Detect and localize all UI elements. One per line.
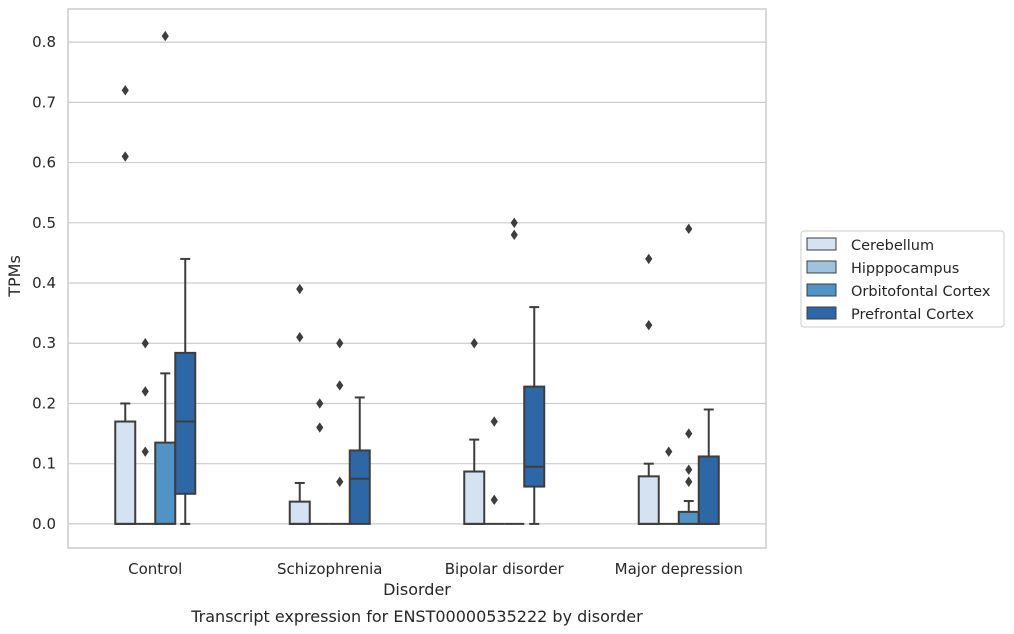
x-tick-label: Control xyxy=(128,560,182,578)
chart-caption: Transcript expression for ENST0000053522… xyxy=(190,607,643,626)
y-tick-label: 0.5 xyxy=(32,214,56,232)
x-tick-label: Schizophrenia xyxy=(277,560,382,578)
outlier-point xyxy=(141,338,149,349)
box xyxy=(463,470,486,525)
x-tick-label: Bipolar disorder xyxy=(445,560,565,578)
box xyxy=(697,455,720,525)
outlier-point xyxy=(490,494,498,506)
legend-swatch xyxy=(806,283,837,297)
outlier-point xyxy=(336,476,344,487)
outlier-point xyxy=(121,151,129,162)
box xyxy=(677,510,700,525)
y-axis-label: TPMs xyxy=(5,255,24,298)
outlier-point xyxy=(296,332,304,343)
legend-box xyxy=(800,230,1005,328)
outlier-point xyxy=(665,446,673,457)
series-group xyxy=(114,85,660,525)
box xyxy=(348,449,371,525)
legend-swatch xyxy=(806,260,837,274)
outlier-point xyxy=(645,319,653,331)
outlier-point xyxy=(685,223,693,235)
box xyxy=(174,351,197,495)
outlier-point xyxy=(470,338,478,349)
outlier-point xyxy=(510,217,518,228)
y-tick-label: 0.7 xyxy=(32,93,56,111)
outlier-point xyxy=(316,398,324,409)
outlier-point xyxy=(161,30,169,42)
x-axis-ticks: Control Schizophrenia Bipolar disorder Majo… xyxy=(128,560,743,578)
series-group xyxy=(135,338,679,525)
outlier-point xyxy=(141,386,149,397)
outlier-point xyxy=(685,464,693,475)
legend-swatch xyxy=(806,306,837,320)
outlier-point xyxy=(336,380,344,391)
box-plot-series xyxy=(114,30,720,525)
legend-label: Prefrontal Cortex xyxy=(851,307,974,323)
box xyxy=(637,475,660,525)
legend-label: Hipppocampus xyxy=(851,261,959,277)
legend-label: Cerebellum xyxy=(851,238,934,254)
outlier-point xyxy=(685,428,693,439)
y-tick-label: 0.1 xyxy=(32,455,56,473)
x-tick-label: Major depression xyxy=(615,560,743,578)
outlier-point xyxy=(685,476,693,487)
legend: Cerebellum Hipppocampus Orbitofontal Corte… xyxy=(800,230,1005,328)
y-tick-label: 0.2 xyxy=(32,394,56,412)
y-tick-label: 0.0 xyxy=(32,515,56,533)
outlier-point xyxy=(645,253,653,265)
outlier-point xyxy=(490,416,498,427)
legend-swatch xyxy=(806,237,837,251)
outlier-point xyxy=(296,283,304,295)
outlier-point xyxy=(316,422,324,433)
outlier-point xyxy=(121,85,129,96)
series-group xyxy=(154,30,700,525)
y-tick-label: 0.6 xyxy=(32,154,56,172)
legend-label: Orbitofontal Cortex xyxy=(851,284,991,300)
box xyxy=(114,420,137,525)
plot-frame xyxy=(67,8,767,549)
y-tick-label: 0.4 xyxy=(32,274,56,292)
box xyxy=(154,441,177,525)
y-tick-label: 0.3 xyxy=(32,334,56,352)
outlier-point xyxy=(510,229,518,241)
series-group xyxy=(174,257,720,525)
outlier-point xyxy=(141,446,149,457)
box xyxy=(523,385,546,488)
box xyxy=(288,500,311,525)
y-axis-ticks: 0.0 0.1 0.2 0.3 0.4 0.5 0.6 0.7 0.8 xyxy=(32,33,56,533)
outlier-point xyxy=(336,338,344,349)
x-axis-label: Disorder xyxy=(383,580,451,599)
y-tick-label: 0.8 xyxy=(32,33,56,51)
